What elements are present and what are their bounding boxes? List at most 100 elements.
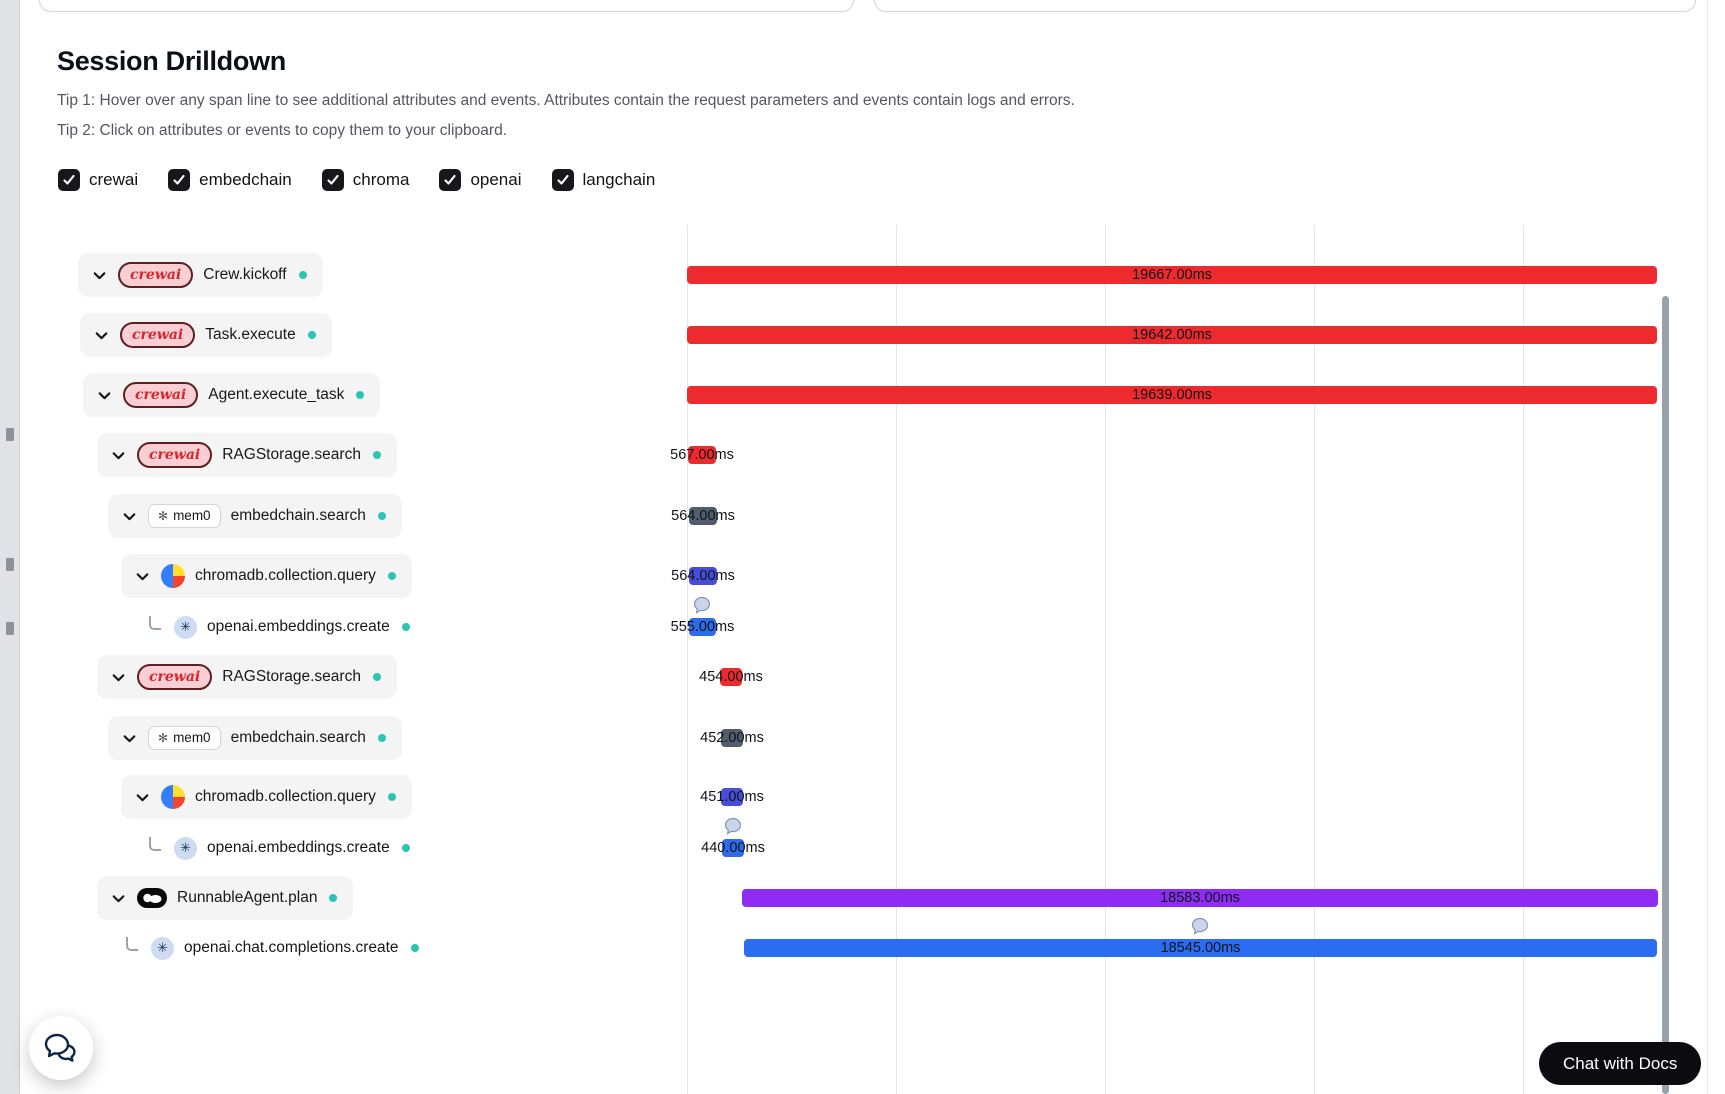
span-bar[interactable]: 451.00ms [700, 788, 764, 806]
event-bubble-icon[interactable] [1190, 916, 1210, 936]
chevron-down-icon[interactable] [109, 668, 127, 686]
span-bar[interactable]: 19667.00ms [687, 266, 1657, 284]
mem0-logo-icon: ✻ mem0 [148, 504, 221, 528]
duration-label: 564.00ms [671, 568, 735, 584]
page-fragment [6, 622, 14, 635]
page-fragment [6, 428, 14, 441]
checkbox-openai[interactable] [439, 169, 462, 191]
span-bar[interactable]: 454.00ms [699, 668, 763, 686]
trace-row-label[interactable]: ✻ mem0 embedchain.search [108, 716, 402, 760]
timeline-gridline [1523, 225, 1524, 1094]
span-bar[interactable]: 564.00ms [671, 507, 735, 525]
timeline-gridline [687, 225, 688, 1094]
filter-embedchain[interactable]: embedchain [168, 169, 292, 191]
filter-label: crewai [89, 170, 139, 189]
tree-connector-icon [126, 936, 138, 951]
filter-chroma[interactable]: chroma [321, 169, 410, 191]
chevron-down-icon[interactable] [133, 567, 151, 585]
span-name: chromadb.collection.query [195, 788, 376, 805]
panel-border [1707, 0, 1708, 1094]
duration-label: 19639.00ms [1132, 387, 1212, 403]
chevron-down-icon[interactable] [120, 729, 138, 747]
tree-connector-icon [149, 836, 161, 851]
filter-langchain[interactable]: langchain [551, 169, 655, 191]
span-bar[interactable]: 18583.00ms [742, 889, 1658, 907]
event-bubble-icon[interactable] [692, 595, 712, 615]
page-fragment [6, 558, 14, 571]
span-bar[interactable]: 18545.00ms [744, 939, 1657, 957]
chroma-logo-icon [161, 564, 185, 588]
crewai-logo-icon: crewai [137, 442, 213, 468]
duration-label: 567.00ms [670, 447, 734, 463]
chevron-down-icon[interactable] [90, 266, 108, 284]
chat-bubbles-icon [44, 1033, 76, 1062]
span-bar[interactable]: 19642.00ms [687, 326, 1657, 344]
checkbox-embedchain[interactable] [168, 169, 191, 191]
page-left-edge [0, 0, 20, 1094]
chevron-down-icon[interactable] [109, 446, 127, 464]
trace-row-label[interactable]: crewai RAGStorage.search [97, 655, 397, 699]
trace-row-label[interactable]: ✻ mem0 embedchain.search [108, 494, 402, 538]
span-bar[interactable]: 452.00ms [700, 729, 764, 747]
span-bar[interactable]: 440.00ms [701, 839, 765, 857]
span-bar[interactable]: 555.00ms [671, 618, 734, 636]
span-bar[interactable]: 564.00ms [671, 567, 735, 585]
status-dot [307, 331, 316, 339]
tip-1: Tip 1: Hover over any span line to see a… [57, 92, 1075, 109]
filter-openai[interactable]: openai [439, 169, 522, 191]
chevron-down-icon[interactable] [92, 326, 110, 344]
vertical-scrollbar[interactable] [1662, 296, 1669, 1094]
chevron-down-icon[interactable] [109, 889, 127, 907]
event-bubble-icon[interactable] [723, 816, 743, 836]
status-dot [410, 944, 419, 952]
chevron-down-icon[interactable] [133, 788, 151, 806]
chat-widget-button[interactable] [29, 1016, 93, 1080]
mem0-label: mem0 [173, 508, 211, 524]
status-dot [372, 451, 381, 459]
duration-label: 451.00ms [700, 789, 764, 805]
trace-row-label[interactable]: crewai Agent.execute_task [83, 373, 381, 417]
duration-label: 555.00ms [670, 619, 735, 635]
duration-label: 564.00ms [671, 508, 735, 524]
mem0-logo-icon: ✻ mem0 [148, 726, 221, 750]
filter-label: chroma [352, 170, 410, 189]
trace-row-label[interactable]: ✳ openai.chat.completions.create [110, 930, 435, 966]
chevron-down-icon[interactable] [95, 386, 113, 404]
crewai-logo-icon: crewai [118, 262, 194, 288]
span-bar[interactable]: 19639.00ms [687, 386, 1657, 404]
checkbox-crewai[interactable] [58, 169, 80, 191]
span-bar[interactable]: 567.00ms [670, 446, 734, 464]
duration-label: 18583.00ms [1160, 890, 1240, 906]
status-dot [377, 734, 386, 742]
openai-logo-icon: ✳ [174, 615, 197, 639]
span-name: RAGStorage.search [222, 446, 361, 463]
trace-row-label[interactable]: ✳ openai.embeddings.create [133, 830, 426, 866]
span-name: openai.chat.completions.create [184, 939, 399, 956]
duration-label: 19667.00ms [1132, 267, 1212, 283]
status-dot [298, 271, 307, 279]
filter-crewai[interactable]: crewai [58, 169, 138, 191]
trace-row-label[interactable]: chromadb.collection.query [121, 554, 412, 598]
duration-label: 18545.00ms [1160, 940, 1241, 956]
trace-row-label[interactable]: crewai Task.execute [80, 313, 332, 357]
timeline-gridline [896, 225, 897, 1094]
openai-logo-icon: ✳ [174, 836, 197, 860]
library-filters: crewai embedchain chroma openai langchain [58, 169, 655, 191]
status-dot [356, 391, 365, 399]
span-name: embedchain.search [230, 507, 366, 524]
checkbox-langchain[interactable] [551, 169, 574, 191]
duration-label: 19642.00ms [1132, 327, 1212, 343]
trace-row-label[interactable]: ✳ openai.embeddings.create [133, 609, 426, 645]
trace-row-label[interactable]: chromadb.collection.query [121, 775, 412, 819]
chat-with-docs-button[interactable]: Chat with Docs [1539, 1042, 1702, 1085]
span-name: chromadb.collection.query [195, 567, 376, 584]
chevron-down-icon[interactable] [120, 507, 138, 525]
trace-row-label[interactable]: RunnableAgent.plan [97, 876, 354, 920]
timeline-gridline [1314, 225, 1315, 1094]
trace-row-label[interactable]: crewai Crew.kickoff [78, 253, 323, 297]
trace-row-label[interactable]: crewai RAGStorage.search [97, 433, 397, 477]
span-name: openai.embeddings.create [207, 839, 390, 856]
timeline-gridline [1105, 225, 1106, 1094]
checkbox-chroma[interactable] [321, 169, 344, 191]
